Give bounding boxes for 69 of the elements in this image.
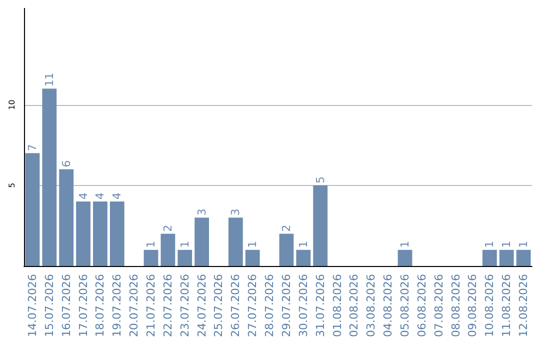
bar — [144, 250, 158, 266]
bar — [59, 169, 74, 266]
x-tick-label: 06.08.2026 — [415, 274, 428, 338]
x-tick-label: 11.08.2026 — [500, 274, 514, 338]
x-tick-label: 16.07.2026 — [60, 274, 73, 338]
x-tick-label: 21.07.2026 — [144, 274, 158, 338]
data-label: 11 — [42, 72, 56, 87]
x-tick-label: 22.07.2026 — [161, 274, 174, 338]
x-tick-label: 28.07.2026 — [263, 274, 276, 338]
data-label: 7 — [26, 144, 39, 152]
x-tick-label: 08.08.2026 — [449, 274, 462, 338]
x-tick-label: 29.07.2026 — [280, 274, 293, 338]
data-label: 1 — [246, 240, 260, 248]
bar — [25, 153, 40, 266]
x-tick-label: 27.07.2026 — [246, 274, 260, 338]
data-label: 1 — [144, 240, 158, 248]
data-label: 1 — [296, 240, 310, 248]
x-tick-label: 12.08.2026 — [517, 274, 530, 338]
x-tick-label: 04.08.2026 — [382, 274, 395, 338]
bar — [93, 202, 108, 266]
x-tick-label: 02.08.2026 — [348, 274, 361, 338]
data-label: 2 — [161, 224, 174, 232]
data-label: 5 — [314, 176, 327, 184]
bar — [76, 202, 90, 266]
x-tick-label: 23.07.2026 — [178, 274, 192, 338]
data-label: 6 — [60, 160, 73, 168]
bar — [42, 88, 57, 266]
x-tick-label: 03.08.2026 — [364, 274, 378, 338]
x-tick-label: 17.07.2026 — [76, 274, 90, 338]
y-tick-label: 10 — [8, 100, 16, 110]
data-label: 1 — [398, 240, 412, 248]
x-tick-label: 15.07.2026 — [42, 274, 56, 338]
bar — [279, 234, 294, 266]
data-label: 2 — [280, 224, 293, 232]
data-label: 1 — [500, 240, 514, 248]
x-tick-label: 07.08.2026 — [432, 274, 446, 338]
bar — [398, 250, 412, 266]
x-tick-label: 31.07.2026 — [314, 274, 327, 338]
bar — [245, 250, 260, 266]
x-tick-label: 25.07.2026 — [212, 274, 226, 338]
x-tick-label: 05.08.2026 — [398, 274, 412, 338]
x-tick-label: 10.08.2026 — [483, 274, 496, 338]
data-label: 4 — [94, 192, 107, 200]
x-tick-label: 26.07.2026 — [229, 274, 242, 338]
bar — [516, 250, 531, 266]
x-tick-label: 24.07.2026 — [195, 274, 208, 338]
bar — [482, 250, 497, 266]
bar — [110, 202, 124, 266]
data-label: 1 — [517, 240, 530, 248]
bar — [499, 250, 514, 266]
bar — [160, 234, 176, 266]
bar — [228, 218, 243, 266]
data-label: 3 — [229, 208, 242, 216]
data-label: 1 — [178, 240, 192, 248]
data-label: 1 — [483, 240, 496, 248]
bar — [178, 250, 192, 266]
x-tick-label: 18.07.2026 — [94, 274, 107, 338]
x-tick-label: 20.07.2026 — [128, 274, 141, 338]
x-tick-label: 19.07.2026 — [110, 274, 124, 338]
x-tick-label: 09.08.2026 — [466, 274, 480, 338]
data-label: 4 — [110, 192, 124, 200]
x-tick-label: 30.07.2026 — [296, 274, 310, 338]
bar — [194, 218, 209, 266]
x-tick-label: 14.07.2026 — [26, 274, 39, 338]
data-label: 4 — [76, 192, 90, 200]
bar — [296, 250, 311, 266]
x-tick-label: 01.08.2026 — [330, 274, 344, 338]
data-label: 3 — [195, 208, 208, 216]
bar — [313, 185, 328, 266]
